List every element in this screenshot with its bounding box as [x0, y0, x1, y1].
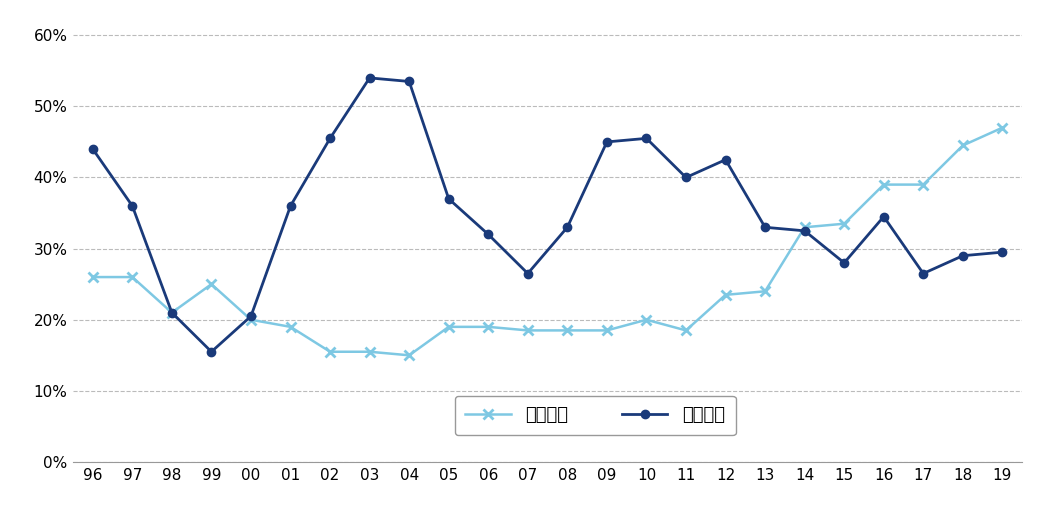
- Legend: 直接投資, 証券投資: 直接投資, 証券投資: [455, 396, 735, 435]
